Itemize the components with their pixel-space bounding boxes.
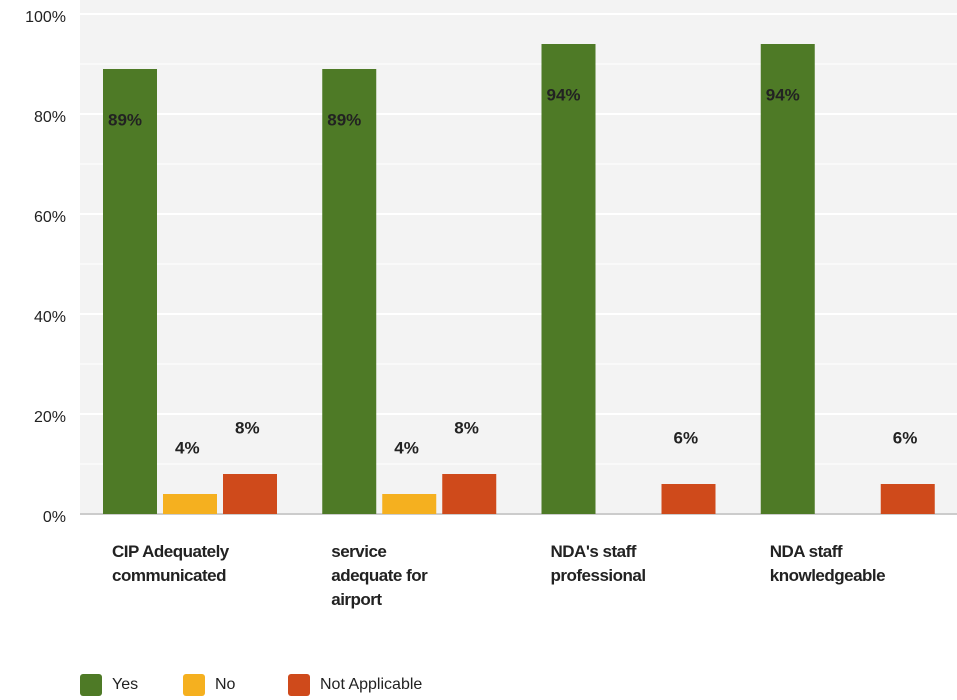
bar xyxy=(223,474,277,514)
bar xyxy=(382,494,437,514)
x-tick-label: service adequate for airport xyxy=(331,542,428,609)
data-label: 8% xyxy=(454,418,479,437)
data-label: 89% xyxy=(327,110,361,129)
legend-label: Not Applicable xyxy=(320,676,423,693)
bar xyxy=(442,474,497,514)
data-label: 4% xyxy=(175,438,200,457)
bar xyxy=(880,484,935,514)
legend-swatch xyxy=(183,674,205,696)
bar xyxy=(103,69,157,514)
data-label: 6% xyxy=(893,428,918,447)
y-tick-label: 0% xyxy=(43,509,66,526)
y-tick-label: 100% xyxy=(25,9,66,26)
chart: 0% 20% 40% 60% 80% 100% 89% 89% 94% 94% 4% 4% 8% 8% 6%… xyxy=(25,0,957,526)
y-tick-label: 40% xyxy=(34,309,66,326)
bar xyxy=(163,494,217,514)
legend-label: Yes xyxy=(112,676,139,693)
legend-swatch xyxy=(288,674,310,696)
data-label: 94% xyxy=(766,85,800,104)
data-label: 94% xyxy=(547,85,581,104)
legend-item: Yes xyxy=(80,674,138,696)
data-label: 8% xyxy=(235,418,260,437)
x-tick-label: NDA's staff professional xyxy=(550,542,647,585)
y-tick-label: 60% xyxy=(34,209,66,226)
x-tick-label: NDA staff knowledgeable xyxy=(769,542,886,585)
legend-item: No xyxy=(183,674,235,696)
data-label: 89% xyxy=(108,110,142,129)
data-label: 4% xyxy=(394,438,419,457)
bar xyxy=(322,69,377,514)
legend-label: No xyxy=(215,676,236,693)
data-label: 6% xyxy=(674,428,699,447)
bar xyxy=(661,484,716,514)
plot-background xyxy=(80,0,957,514)
x-tick-label: CIP Adequately communicated xyxy=(112,542,229,585)
y-tick-label: 80% xyxy=(34,109,66,126)
legend-swatch xyxy=(80,674,102,696)
legend-item: Not Applicable xyxy=(288,674,422,696)
bar xyxy=(760,44,815,514)
bar xyxy=(541,44,596,514)
y-tick-label: 20% xyxy=(34,409,66,426)
